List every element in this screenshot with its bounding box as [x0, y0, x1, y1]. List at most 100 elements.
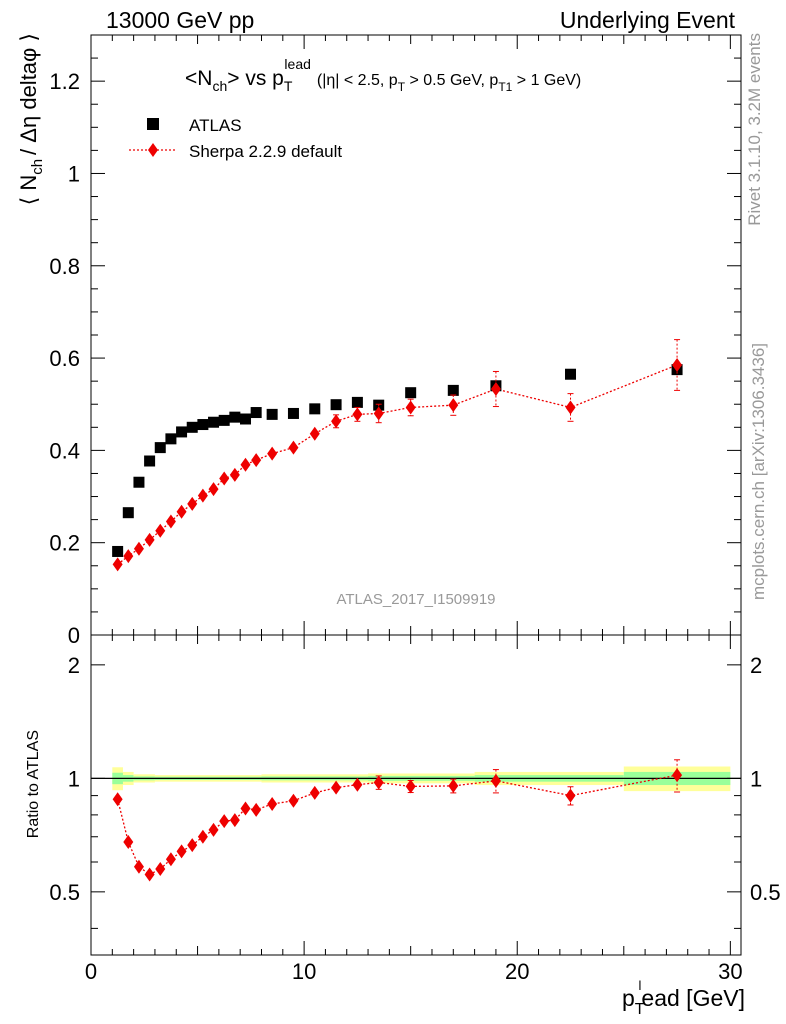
- x-tick-label: 30: [718, 959, 742, 984]
- y-tick-label-main: 0.4: [49, 438, 80, 463]
- atlas-point: [565, 368, 577, 380]
- sherpa-ratio-point: [373, 775, 384, 790]
- sherpa-point: [155, 523, 166, 538]
- y-tick-label-ratio-right: 1: [750, 766, 762, 791]
- sherpa-point: [144, 532, 155, 547]
- sherpa-point: [565, 400, 576, 415]
- data-marks: [112, 339, 683, 882]
- sherpa-ratio-point: [176, 844, 187, 859]
- sherpa-point: [187, 496, 198, 511]
- sherpa-ratio-point: [309, 785, 320, 800]
- sherpa-ratio-point: [672, 768, 683, 783]
- header-left: 13000 GeV pp: [106, 7, 254, 33]
- sherpa-point: [251, 453, 262, 468]
- sherpa-point: [373, 406, 384, 421]
- sherpa-point: [176, 504, 187, 519]
- atlas-point: [165, 433, 177, 445]
- x-tick-label: 20: [505, 959, 529, 984]
- y-tick-label-main: 1.2: [49, 69, 80, 94]
- sherpa-ratio-line: [117, 774, 678, 876]
- atlas-point: [229, 411, 241, 423]
- y-tick-label-main: 1: [68, 161, 80, 186]
- atlas-point: [112, 545, 124, 557]
- sherpa-point: [331, 414, 342, 429]
- y-axis-label-main: ⟨ Nch/ Δη deltaφ ⟩: [16, 33, 46, 205]
- axis-ticks: [90, 34, 741, 955]
- y-tick-label-main: 0: [68, 623, 80, 648]
- plot-title: <Nch> vs pTlead(|η| < 2.5, pT > 0.5 GeV,…: [185, 56, 581, 94]
- sherpa-point: [229, 467, 240, 482]
- legend-atlas-label: ATLAS: [189, 116, 242, 135]
- sherpa-ratio-point: [240, 801, 251, 816]
- sherpa-ratio-point: [352, 777, 363, 792]
- sherpa-ratio-point: [155, 861, 166, 876]
- y-tick-label-main: 0.6: [49, 346, 80, 371]
- sherpa-ratio-point: [133, 859, 144, 874]
- y-tick-label-main: 0.8: [49, 254, 80, 279]
- legend-sherpa-marker: [148, 143, 158, 157]
- atlas-point: [287, 407, 299, 419]
- sherpa-ratio-point: [123, 834, 134, 849]
- sherpa-ratio-point: [165, 852, 176, 867]
- atlas-point: [266, 408, 278, 420]
- sherpa-point: [490, 382, 501, 396]
- sherpa-ratio-point: [144, 867, 155, 882]
- sherpa-ratio-point: [197, 829, 208, 844]
- atlas-point: [218, 414, 230, 426]
- ratio-panel-frame: [90, 634, 742, 956]
- atlas-point: [309, 403, 321, 415]
- sherpa-point: [165, 514, 176, 529]
- atlas-point: [250, 407, 262, 419]
- sherpa-ratio-point: [331, 780, 342, 795]
- atlas-point: [405, 387, 417, 399]
- sherpa-point: [219, 471, 230, 486]
- x-tick-label: 0: [85, 959, 97, 984]
- sherpa-ratio-point: [490, 773, 501, 788]
- legend-atlas-marker: [147, 118, 159, 130]
- y-tick-label-ratio-right: 0.5: [750, 880, 781, 905]
- ratio-bands: [91, 766, 741, 792]
- legend-sherpa-label: Sherpa 2.2.9 default: [189, 142, 342, 161]
- sherpa-point: [112, 557, 123, 572]
- atlas-point: [330, 399, 342, 411]
- atlas-point: [447, 384, 459, 396]
- atlas-point: [240, 413, 252, 425]
- x-axis-label: pTlead [GeV]: [622, 978, 745, 1018]
- sherpa-ratio-point: [405, 779, 416, 794]
- axis-tick-labels: 0 10 20 30 0 0.2 0.4 0.6 0.8 1 1.2 0.5 0.5 1 1 2 2: [49, 69, 780, 984]
- atlas-point: [208, 416, 220, 428]
- atlas-point: [144, 455, 156, 467]
- y-tick-label-main: 0.2: [49, 531, 80, 556]
- rivet-label: Rivet 3.1.10, 3.2M events: [745, 33, 764, 226]
- legend: ATLAS Sherpa 2.2.9 default: [129, 116, 342, 161]
- sherpa-point: [672, 358, 683, 372]
- sherpa-point: [405, 400, 416, 415]
- mcplots-label: mcplots.cern.ch [arXiv:1306.3436]: [749, 343, 768, 600]
- sherpa-point: [288, 440, 299, 455]
- atlas-point: [154, 442, 166, 454]
- atlas-point: [351, 396, 363, 408]
- atlas-point: [133, 476, 145, 488]
- y-tick-label-ratio-left: 2: [68, 653, 80, 678]
- sherpa-point: [240, 457, 251, 472]
- atlas-point: [176, 426, 188, 438]
- analysis-watermark: ATLAS_2017_I1509919: [336, 591, 495, 608]
- sherpa-ratio-point: [219, 814, 230, 829]
- sherpa-point: [309, 426, 320, 441]
- sherpa-ratio-point: [112, 792, 123, 807]
- sherpa-point: [352, 407, 363, 422]
- sherpa-point: [267, 446, 278, 461]
- header-right: Underlying Event: [560, 7, 736, 33]
- atlas-point: [186, 421, 198, 433]
- sherpa-point: [123, 549, 134, 564]
- y-tick-label-ratio-right: 2: [750, 653, 762, 678]
- sherpa-ratio-point: [187, 838, 198, 853]
- sherpa-point: [208, 482, 219, 497]
- sherpa-ratio-point: [229, 813, 240, 828]
- y-tick-label-ratio-left: 0.5: [49, 880, 80, 905]
- sherpa-ratio-point: [208, 822, 219, 837]
- atlas-point: [122, 507, 134, 519]
- sherpa-ratio-point: [288, 793, 299, 808]
- atlas-point: [197, 419, 209, 431]
- sherpa-point: [197, 488, 208, 503]
